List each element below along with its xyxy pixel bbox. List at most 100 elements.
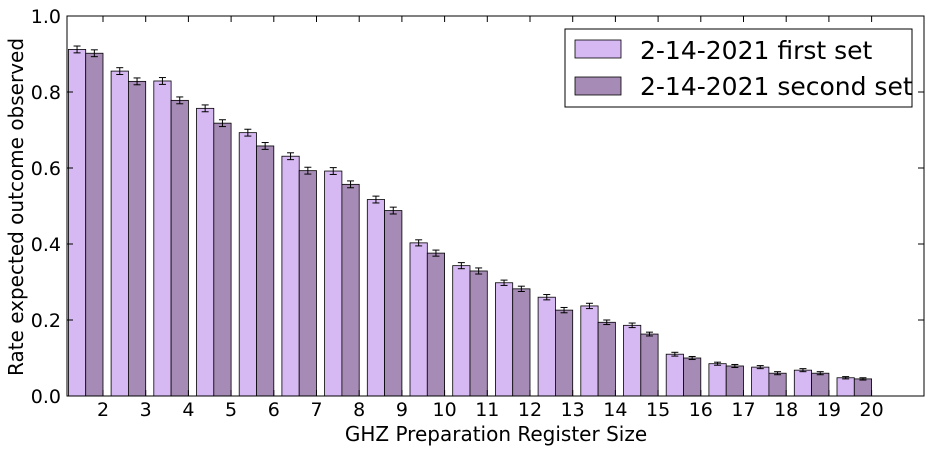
- error-bar-second-set-5: [218, 119, 226, 128]
- x-tick-label: 15: [646, 399, 670, 421]
- x-tick-label: 18: [774, 399, 798, 421]
- error-bar-second-set-3: [133, 77, 141, 86]
- error-bar-first-set-13: [543, 294, 551, 301]
- error-bar-second-set-20: [859, 377, 867, 381]
- bar-first-set-11: [452, 265, 471, 397]
- y-axis-label: Rate expected outcome observed: [4, 38, 28, 376]
- y-tick-label: 0.0: [31, 386, 61, 408]
- x-tick-label: 13: [561, 399, 585, 421]
- bar-second-set-4: [170, 99, 189, 397]
- error-bar-second-set-2: [90, 49, 98, 58]
- error-bar-first-set-6: [244, 128, 252, 137]
- error-bar-second-set-7: [304, 166, 312, 175]
- ticks-layer: [67, 15, 924, 397]
- error-bar-second-set-4: [176, 96, 184, 105]
- error-bar-first-set-4: [158, 77, 166, 85]
- error-bar-second-set-19: [816, 371, 824, 376]
- bar-first-set-12: [494, 282, 514, 397]
- bar-second-set-18: [768, 372, 787, 397]
- bar-second-set-12: [512, 288, 531, 397]
- error-bar-second-set-9: [389, 206, 397, 215]
- error-bar-first-set-17: [714, 361, 722, 366]
- bar-second-set-9: [384, 210, 403, 397]
- bar-first-set-13: [537, 296, 556, 397]
- legend-swatch-first-set: [574, 39, 622, 59]
- bar-first-set-15: [623, 324, 642, 397]
- bar-second-set-3: [127, 80, 147, 397]
- y-tick-label: 0.2: [31, 310, 61, 332]
- bar-second-set-11: [469, 270, 488, 397]
- bar-first-set-16: [665, 353, 684, 397]
- x-tick-label: 14: [603, 399, 627, 421]
- error-bar-first-set-9: [372, 195, 380, 204]
- bar-second-set-6: [256, 145, 275, 397]
- bar-first-set-9: [366, 199, 385, 397]
- x-tick-label: 2: [97, 399, 109, 421]
- x-tick-label: 19: [817, 399, 841, 421]
- bar-second-set-10: [426, 252, 445, 397]
- bar-second-set-16: [683, 357, 702, 397]
- error-bars-layer: [73, 45, 867, 381]
- error-bar-first-set-7: [287, 152, 295, 161]
- x-tick-label: 11: [475, 399, 499, 421]
- bar-second-set-13: [555, 309, 574, 397]
- bar-first-set-4: [153, 80, 172, 397]
- x-tick-label: 20: [860, 399, 884, 421]
- error-bar-first-set-12: [500, 279, 508, 286]
- x-tick-label: 6: [268, 399, 280, 421]
- bar-first-set-6: [238, 132, 257, 397]
- y-tick-labels: 0.0 0.2 0.4 0.6 0.8 1.0: [31, 6, 61, 408]
- error-bar-second-set-14: [603, 319, 611, 326]
- x-tick-label: 4: [182, 399, 194, 421]
- bar-second-set-7: [298, 170, 317, 397]
- y-tick-label: 0.6: [31, 158, 61, 180]
- bar-first-set-8: [324, 170, 343, 397]
- error-bar-first-set-10: [415, 239, 423, 247]
- x-tick-label: 9: [396, 399, 408, 421]
- error-bar-first-set-16: [671, 351, 679, 357]
- bar-first-set-17: [708, 363, 727, 397]
- bar-second-set-20: [853, 378, 872, 397]
- error-bar-second-set-10: [432, 249, 440, 257]
- error-bar-second-set-11: [475, 267, 483, 275]
- bar-second-set-5: [213, 122, 232, 397]
- x-tick-label: 5: [225, 399, 237, 421]
- bar-second-set-17: [725, 365, 744, 397]
- error-bar-second-set-15: [645, 331, 653, 337]
- bar-first-set-19: [793, 369, 812, 397]
- y-tick-label: 1.0: [31, 6, 61, 28]
- bar-second-set-14: [597, 321, 616, 397]
- plot-frame: [66, 15, 925, 397]
- error-bar-second-set-13: [560, 306, 568, 314]
- bar-first-set-20: [836, 377, 855, 397]
- legend-swatch-second-set: [574, 76, 622, 96]
- x-tick-label: 16: [689, 399, 713, 421]
- bar-first-set-7: [281, 155, 300, 397]
- x-tick-label: 17: [731, 399, 755, 421]
- legend-label-second-set: 2-14-2021 second set: [640, 72, 913, 101]
- legend-label-first-set: 2-14-2021 first set: [640, 36, 873, 65]
- bar-first-set-10: [409, 242, 428, 397]
- error-bar-first-set-19: [799, 368, 807, 373]
- bar-second-set-8: [341, 183, 360, 397]
- error-bar-first-set-2: [73, 45, 81, 54]
- error-bar-first-set-15: [628, 322, 636, 329]
- x-tick-label: 8: [353, 399, 365, 421]
- bar-second-set-2: [85, 52, 104, 397]
- bar-first-set-2: [68, 49, 87, 397]
- error-bar-second-set-17: [731, 363, 739, 368]
- x-tick-labels: 2 3 4 5 6 7 8 9 10 11 12 13 14 15 16 17 18 19 20: [97, 399, 884, 421]
- bar-second-set-15: [640, 333, 659, 397]
- bar-first-set-5: [196, 107, 215, 397]
- error-bar-second-set-18: [774, 371, 782, 376]
- y-tick-label: 0.8: [31, 82, 61, 104]
- legend-frame: [564, 28, 913, 108]
- error-bar-first-set-14: [585, 302, 593, 310]
- error-bar-second-set-8: [347, 180, 355, 189]
- error-bar-first-set-18: [756, 365, 764, 370]
- error-bar-second-set-12: [517, 285, 525, 292]
- legend: 2-14-2021 first set 2-14-2021 second set: [564, 28, 913, 108]
- x-tick-label: 3: [140, 399, 152, 421]
- bar-first-set-14: [580, 305, 599, 397]
